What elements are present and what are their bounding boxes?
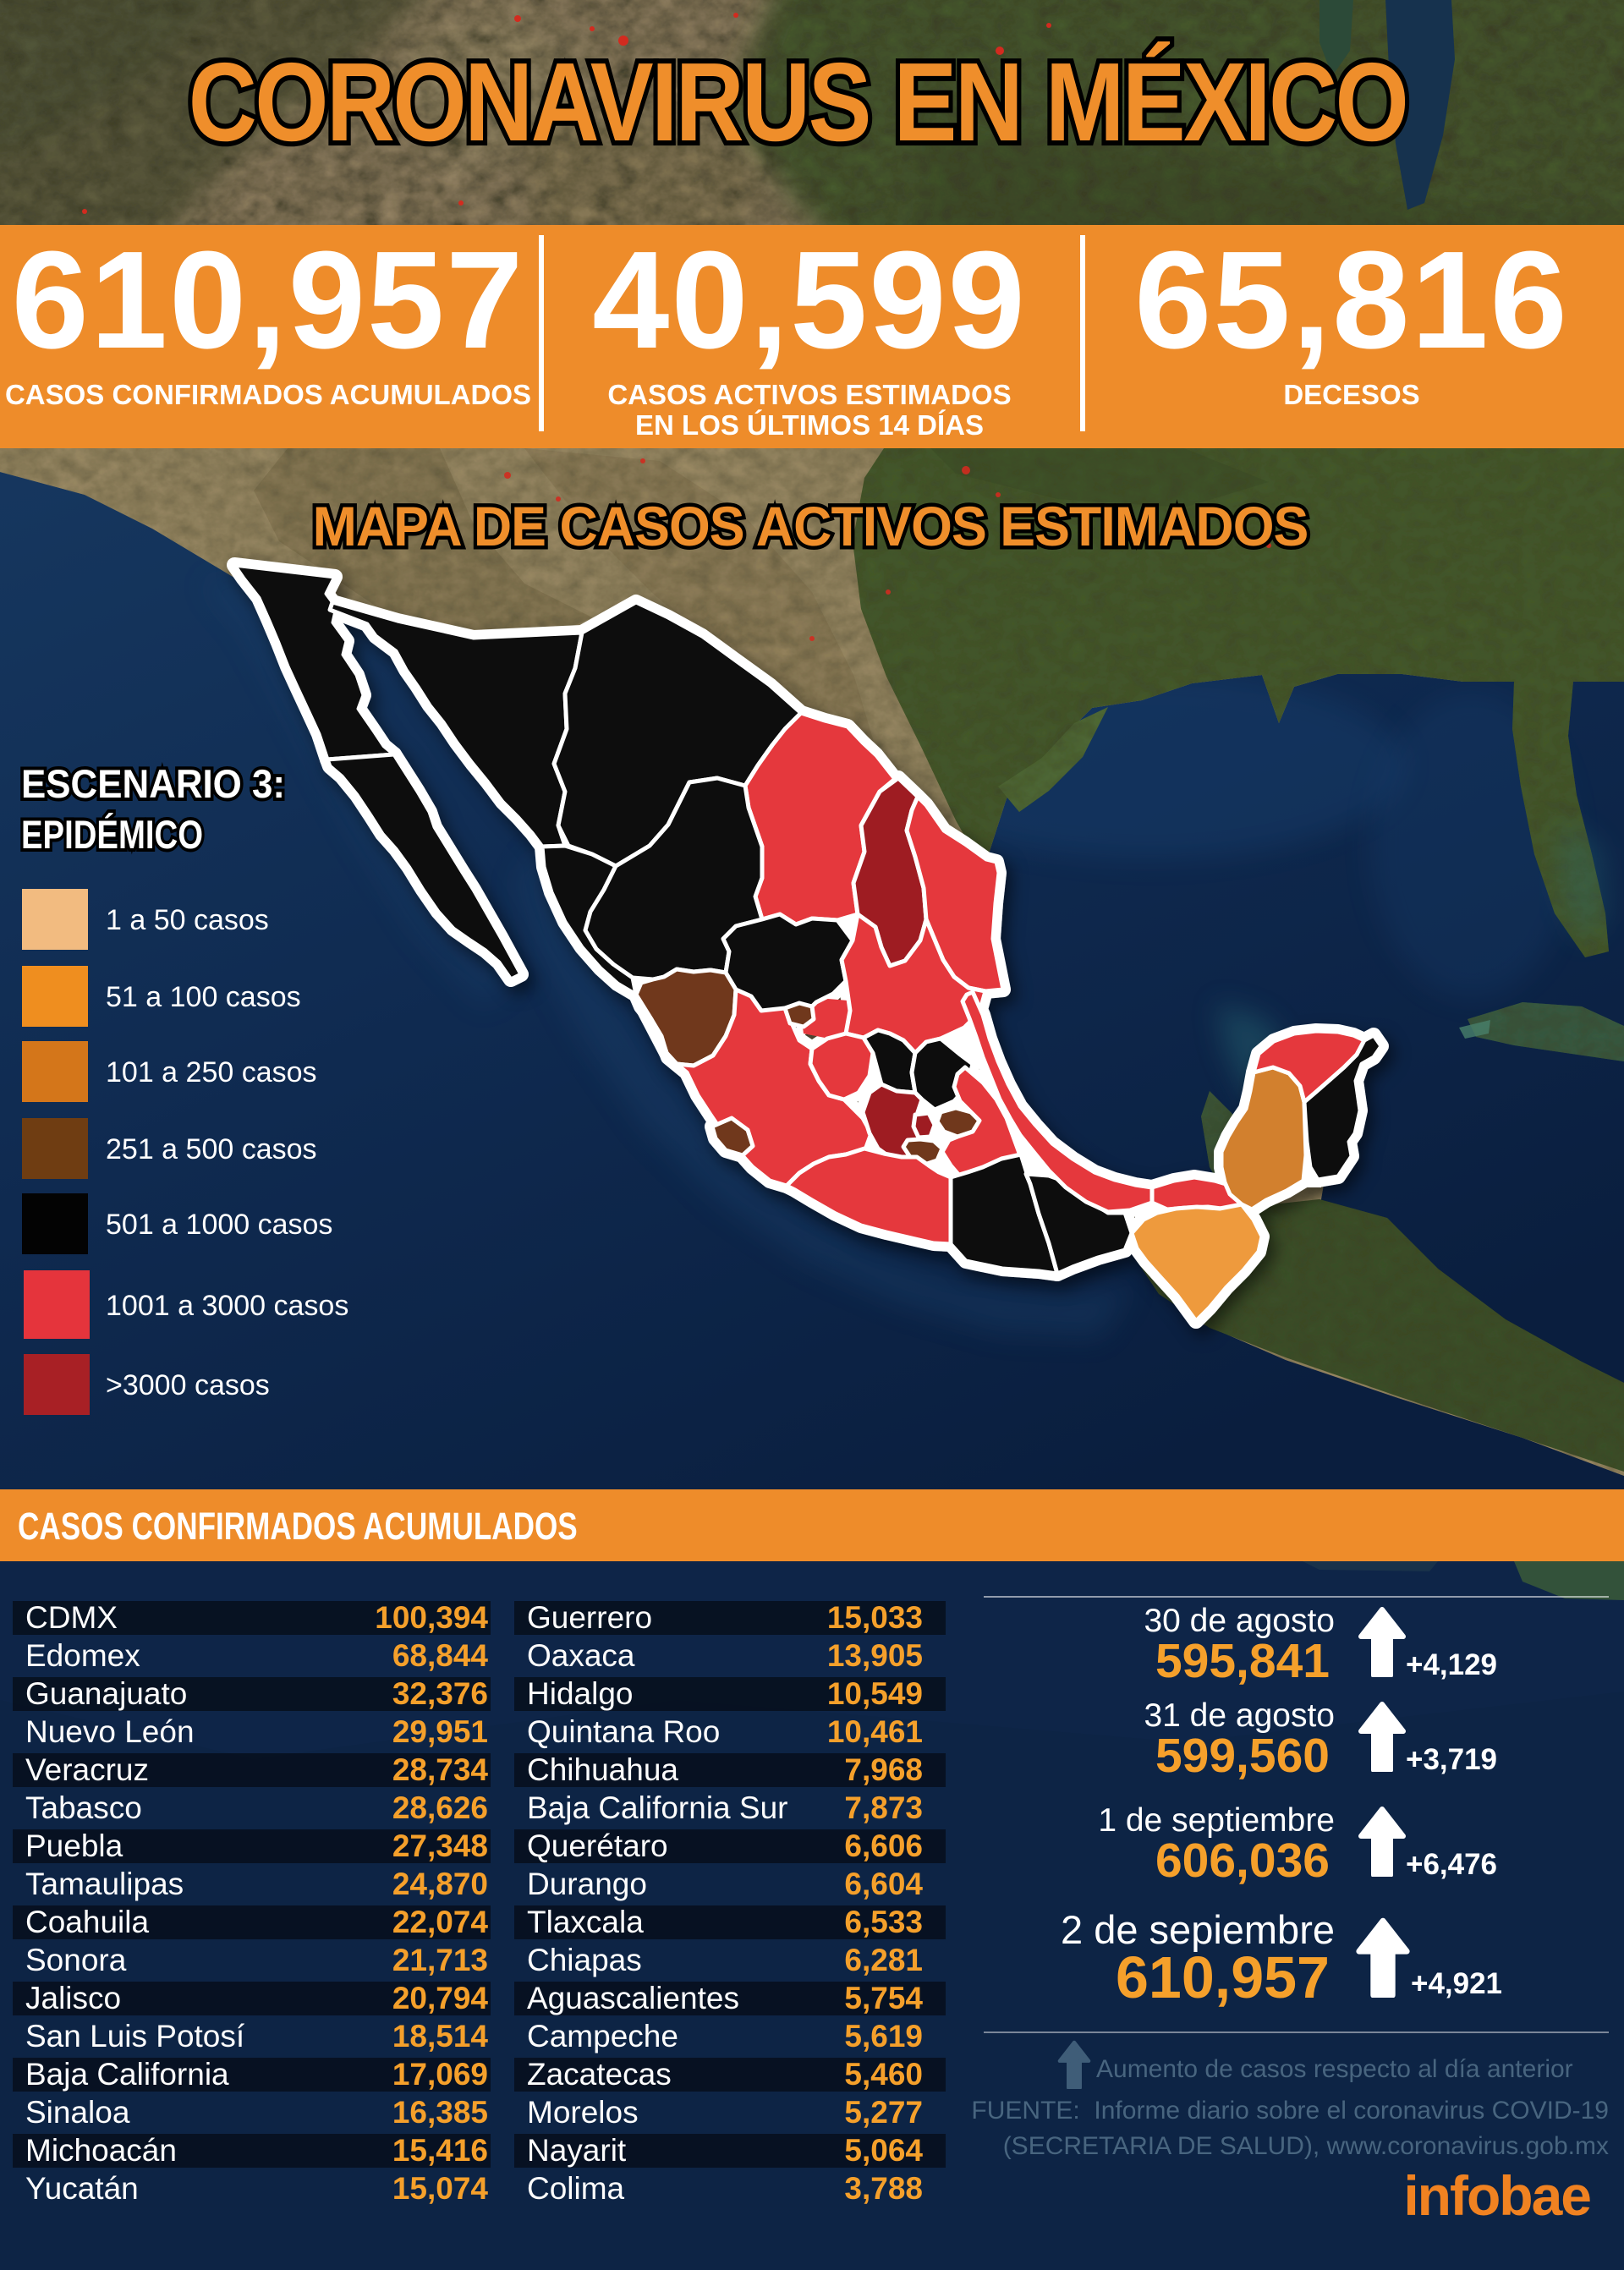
svg-text:51 a 100 casos: 51 a 100 casos	[106, 981, 301, 1013]
svg-text:1 a 50 casos: 1 a 50 casos	[106, 904, 269, 936]
svg-text:1001 a 3000 casos: 1001 a 3000 casos	[106, 1290, 348, 1322]
svg-text:CORONAVIRUS EN MÉXICO: CORONAVIRUS EN MÉXICO	[189, 39, 1407, 164]
svg-text:ESCENARIO 3:: ESCENARIO 3:	[21, 761, 285, 806]
svg-text:251 a 500 casos: 251 a 500 casos	[106, 1133, 317, 1165]
svg-text:101 a 250 casos: 101 a 250 casos	[106, 1056, 317, 1088]
svg-text:EPIDÉMICO: EPIDÉMICO	[21, 812, 203, 857]
svg-text:>3000 casos: >3000 casos	[106, 1369, 270, 1401]
svg-text:MAPA DE CASOS ACTIVOS ESTIMADO: MAPA DE CASOS ACTIVOS ESTIMADOS	[313, 496, 1309, 558]
svg-text:501 a 1000 casos: 501 a 1000 casos	[106, 1209, 332, 1241]
